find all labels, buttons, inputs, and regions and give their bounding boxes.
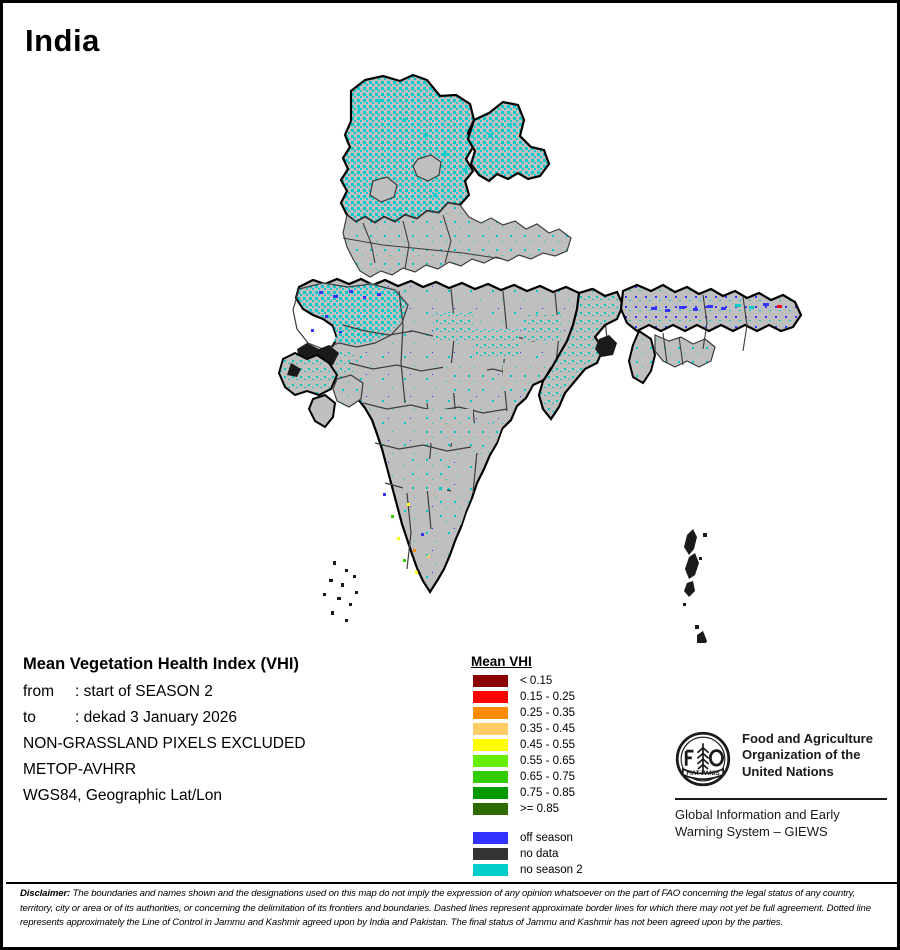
legend-special-row: no data bbox=[473, 846, 583, 862]
giews-line1: Global Information and Early bbox=[675, 807, 840, 822]
legend-class-row: 0.45 - 0.55 bbox=[473, 737, 583, 753]
fao-branding: FIAT PANIS Food and Agriculture Organiza… bbox=[675, 731, 887, 840]
metadata-from-row: from : start of SEASON 2 bbox=[23, 683, 453, 701]
legend-class-label: >= 0.85 bbox=[520, 803, 560, 815]
map-metadata: Mean Vegetation Health Index (VHI) from … bbox=[23, 655, 453, 813]
legend-class-label: 0.75 - 0.85 bbox=[520, 787, 575, 799]
giews-name: Global Information and Early Warning Sys… bbox=[675, 807, 887, 840]
fao-motto-text: FIAT PANIS bbox=[686, 770, 719, 777]
fao-name-line3: United Nations bbox=[742, 763, 834, 779]
legend-class-swatch bbox=[473, 675, 508, 687]
legend-class-row: 0.15 - 0.25 bbox=[473, 689, 583, 705]
legend-class-row: 0.75 - 0.85 bbox=[473, 785, 583, 801]
legend-special-row: no season 2 bbox=[473, 862, 583, 878]
legend-class-label: 0.25 - 0.35 bbox=[520, 707, 575, 719]
fao-organization-name: Food and Agriculture Organization of the… bbox=[742, 731, 873, 780]
legend-class-label: 0.35 - 0.45 bbox=[520, 723, 575, 735]
legend-class-label: 0.15 - 0.25 bbox=[520, 691, 575, 703]
legend-class-row: >= 0.85 bbox=[473, 801, 583, 817]
legend-special-swatch bbox=[473, 832, 508, 844]
legend-class-swatch bbox=[473, 755, 508, 767]
region-gujarat bbox=[277, 343, 364, 429]
legend-class-swatch bbox=[473, 691, 508, 703]
legend-class-row: < 0.15 bbox=[473, 673, 583, 689]
legend-class-label: 0.45 - 0.55 bbox=[520, 739, 575, 751]
metadata-from-value: : start of SEASON 2 bbox=[75, 683, 213, 700]
legend-class-row: 0.35 - 0.45 bbox=[473, 721, 583, 737]
legend-special-list: off season no data no season 2 bbox=[473, 830, 583, 878]
legend-special-swatch bbox=[473, 848, 508, 860]
india-vhi-map[interactable] bbox=[3, 63, 897, 643]
legend-special-row: off season bbox=[473, 830, 583, 846]
fao-name-line2: Organization of the bbox=[742, 747, 861, 763]
page-title: India bbox=[25, 23, 100, 58]
metadata-line-pixels: NON-GRASSLAND PIXELS EXCLUDED bbox=[23, 735, 306, 752]
border-rajasthan bbox=[292, 282, 409, 350]
metadata-to-value: : dekad 3 January 2026 bbox=[75, 709, 238, 726]
legend-class-list: < 0.15 0.15 - 0.25 0.25 - 0.35 0.35 - 0.45 0… bbox=[473, 673, 583, 817]
legend-class-swatch bbox=[473, 723, 508, 735]
legend-class-swatch bbox=[473, 707, 508, 719]
andaman-nicobar-islands bbox=[683, 529, 707, 643]
legend-special-swatch bbox=[473, 864, 508, 876]
metadata-to-key: to bbox=[23, 709, 36, 726]
legend-class-row: 0.65 - 0.75 bbox=[473, 769, 583, 785]
disclaimer-label: Disclaimer: bbox=[20, 888, 71, 899]
disclaimer-divider bbox=[6, 882, 897, 884]
legend-class-row: 0.25 - 0.35 bbox=[473, 705, 583, 721]
legend-class-label: 0.65 - 0.75 bbox=[520, 771, 575, 783]
metadata-from-key: from bbox=[23, 683, 54, 700]
legend-title: Mean VHI bbox=[471, 654, 532, 669]
legend-class-swatch bbox=[473, 803, 508, 815]
legend-class-row: 0.55 - 0.65 bbox=[473, 753, 583, 769]
metadata-line-sensor: METOP-AVHRR bbox=[23, 761, 137, 778]
fao-name-line1: Food and Agriculture bbox=[742, 731, 873, 746]
metadata-line-projection: WGS84, Geographic Lat/Lon bbox=[23, 787, 223, 804]
legend-special-label: no data bbox=[520, 848, 559, 860]
legend-class-label: < 0.15 bbox=[520, 675, 553, 687]
metadata-heading: Mean Vegetation Health Index (VHI) bbox=[23, 655, 299, 673]
fao-divider bbox=[675, 798, 887, 800]
legend-class-swatch bbox=[473, 771, 508, 783]
fao-header: FIAT PANIS Food and Agriculture Organiza… bbox=[675, 731, 887, 787]
fao-logo-icon: FIAT PANIS bbox=[675, 731, 731, 787]
disclaimer-body: The boundaries and names shown and the d… bbox=[20, 888, 871, 929]
offseason-pixels-brahmaputra bbox=[651, 303, 782, 312]
region-northeast bbox=[619, 283, 803, 385]
legend-class-swatch bbox=[473, 787, 508, 799]
disclaimer-text: Disclaimer: The boundaries and names sho… bbox=[20, 887, 886, 931]
lakshadweep-islands bbox=[323, 561, 358, 622]
region-north-plains bbox=[342, 202, 572, 278]
map-legend: Mean VHI < 0.15 0.15 - 0.25 0.25 - 0.35 0.3… bbox=[471, 654, 583, 878]
giews-line2: Warning System – GIEWS bbox=[675, 823, 828, 839]
legend-special-label: no season 2 bbox=[520, 864, 583, 876]
legend-class-label: 0.55 - 0.65 bbox=[520, 755, 575, 767]
vhi-pixels-south bbox=[383, 487, 442, 574]
legend-class-swatch bbox=[473, 739, 508, 751]
offseason-pixels-northwest bbox=[311, 290, 381, 333]
legend-special-label: off season bbox=[520, 832, 573, 844]
metadata-to-row: to : dekad 3 January 2026 bbox=[23, 709, 453, 727]
